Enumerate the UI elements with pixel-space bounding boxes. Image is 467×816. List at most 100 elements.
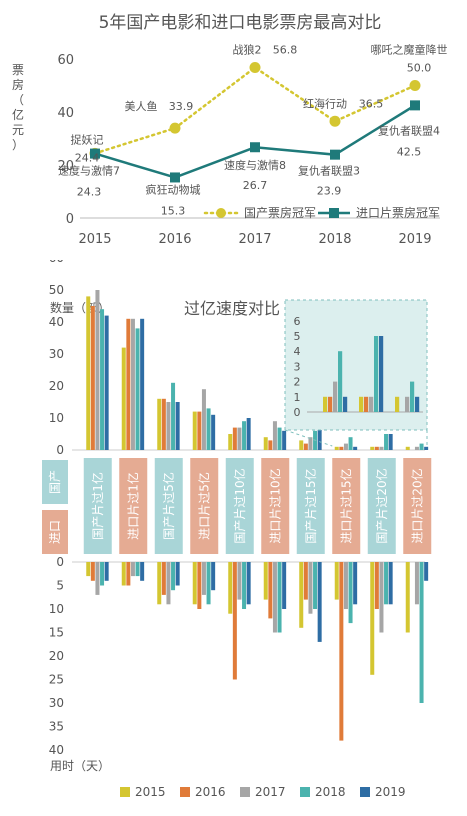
category-label: 国产片过15亿 bbox=[303, 468, 318, 543]
count-bar bbox=[272, 421, 277, 450]
days-bar bbox=[388, 562, 393, 605]
count-bar bbox=[104, 315, 109, 450]
days-bar bbox=[348, 562, 353, 624]
inset-y-tick: 1 bbox=[294, 391, 301, 404]
x-tick-label: 2015 bbox=[78, 232, 111, 247]
film-label: 复仇者联盟3 bbox=[298, 164, 360, 178]
legend-label: 2019 bbox=[375, 785, 406, 799]
count-bar bbox=[370, 446, 375, 450]
value-label: 42.5 bbox=[397, 145, 422, 158]
days-bar bbox=[104, 562, 109, 581]
value-label: 56.8 bbox=[273, 43, 298, 56]
value-label: 15.3 bbox=[161, 204, 186, 217]
lower-y-tick: 20 bbox=[49, 649, 64, 663]
upper-y-tick: 60 bbox=[49, 260, 64, 265]
data-point bbox=[330, 149, 340, 160]
count-bar bbox=[100, 309, 105, 450]
inset-y-tick: 0 bbox=[294, 406, 301, 419]
y-tick-label: 20 bbox=[57, 159, 74, 174]
row-label-imported: 进口 bbox=[48, 520, 62, 544]
count-bar bbox=[157, 398, 162, 450]
lower-y-label: 用时（天） bbox=[50, 759, 110, 773]
inset-bar bbox=[359, 396, 364, 412]
data-point bbox=[170, 172, 180, 183]
count-bar bbox=[317, 427, 322, 450]
count-bar bbox=[175, 402, 180, 450]
category-label: 进口片过10亿 bbox=[267, 468, 282, 543]
days-bar bbox=[192, 562, 197, 605]
count-bar bbox=[374, 446, 379, 450]
days-bar bbox=[242, 562, 247, 609]
days-bar bbox=[339, 562, 344, 741]
count-bar bbox=[353, 446, 358, 450]
upper-y-tick: 20 bbox=[49, 379, 64, 393]
y-axis-label-char: 亿 bbox=[12, 107, 24, 122]
days-bar bbox=[157, 562, 162, 605]
count-bar bbox=[140, 318, 145, 450]
days-bar bbox=[334, 562, 339, 600]
inset-bar bbox=[343, 396, 348, 412]
film-label: 捉妖记 bbox=[71, 132, 104, 146]
legend-marker-domestic bbox=[216, 208, 226, 218]
category-label: 国产片过5亿 bbox=[161, 472, 176, 540]
days-bar bbox=[374, 562, 379, 609]
inset-y-tick: 2 bbox=[294, 376, 301, 389]
chart-title: 过亿速度对比 bbox=[184, 299, 280, 318]
inset-bar bbox=[364, 396, 369, 412]
x-tick-label: 2016 bbox=[158, 232, 191, 247]
chart-title: 5年国产电影和进口电影票房最高对比 bbox=[99, 13, 382, 33]
count-bar bbox=[201, 389, 206, 450]
days-bar bbox=[232, 562, 237, 680]
days-bar bbox=[419, 562, 424, 703]
upper-y-tick: 10 bbox=[49, 411, 64, 425]
upper-y-tick: 0 bbox=[56, 443, 64, 457]
count-bar bbox=[282, 430, 287, 450]
legend-swatch bbox=[120, 787, 130, 797]
lower-y-tick: 10 bbox=[49, 602, 64, 616]
category-label: 进口片过15亿 bbox=[338, 468, 353, 543]
film-label: 速度与激情8 bbox=[224, 158, 286, 172]
film-label: 红海行动 bbox=[303, 96, 347, 110]
days-bar bbox=[405, 562, 410, 633]
film-label: 复仇者联盟4 bbox=[378, 123, 440, 137]
category-box bbox=[190, 458, 219, 554]
days-bar bbox=[277, 562, 282, 633]
inset-bar bbox=[369, 396, 374, 412]
legend-label: 2016 bbox=[195, 785, 226, 799]
count-bar bbox=[197, 411, 202, 450]
count-bar bbox=[237, 427, 242, 450]
value-label: 36.5 bbox=[359, 97, 384, 110]
days-bar bbox=[161, 562, 166, 595]
value-label: 23.9 bbox=[317, 185, 342, 198]
days-bar bbox=[197, 562, 202, 609]
y-tick-label: 60 bbox=[57, 53, 74, 68]
days-bar bbox=[95, 562, 100, 595]
inset-bar bbox=[405, 396, 410, 412]
category-label: 国产片过1亿 bbox=[90, 472, 105, 540]
data-point bbox=[250, 142, 260, 153]
count-bar bbox=[308, 437, 313, 450]
count-bar bbox=[166, 402, 171, 450]
film-label: 战狼2 bbox=[233, 42, 262, 56]
lower-y-tick: 5 bbox=[56, 579, 64, 593]
count-bar bbox=[384, 434, 389, 450]
days-bar bbox=[86, 562, 91, 577]
category-box bbox=[367, 458, 396, 554]
inset-bar bbox=[328, 396, 333, 412]
y-axis-label-char: （ bbox=[12, 93, 24, 107]
legend-label-domestic: 国产票房冠军 bbox=[244, 205, 316, 220]
category-box bbox=[296, 458, 325, 554]
inset-y-tick: 6 bbox=[294, 315, 301, 328]
count-bar bbox=[348, 437, 353, 450]
lower-y-tick: 40 bbox=[49, 743, 64, 757]
lower-y-tick: 25 bbox=[49, 673, 64, 687]
days-bar bbox=[272, 562, 277, 633]
days-bar bbox=[100, 562, 105, 586]
inset-bar bbox=[395, 396, 400, 412]
days-bar bbox=[343, 562, 348, 609]
legend-marker-imported bbox=[329, 208, 339, 218]
lower-y-tick: 35 bbox=[49, 720, 64, 734]
row-label-box-domestic bbox=[42, 460, 68, 504]
x-tick-label: 2019 bbox=[398, 232, 431, 247]
